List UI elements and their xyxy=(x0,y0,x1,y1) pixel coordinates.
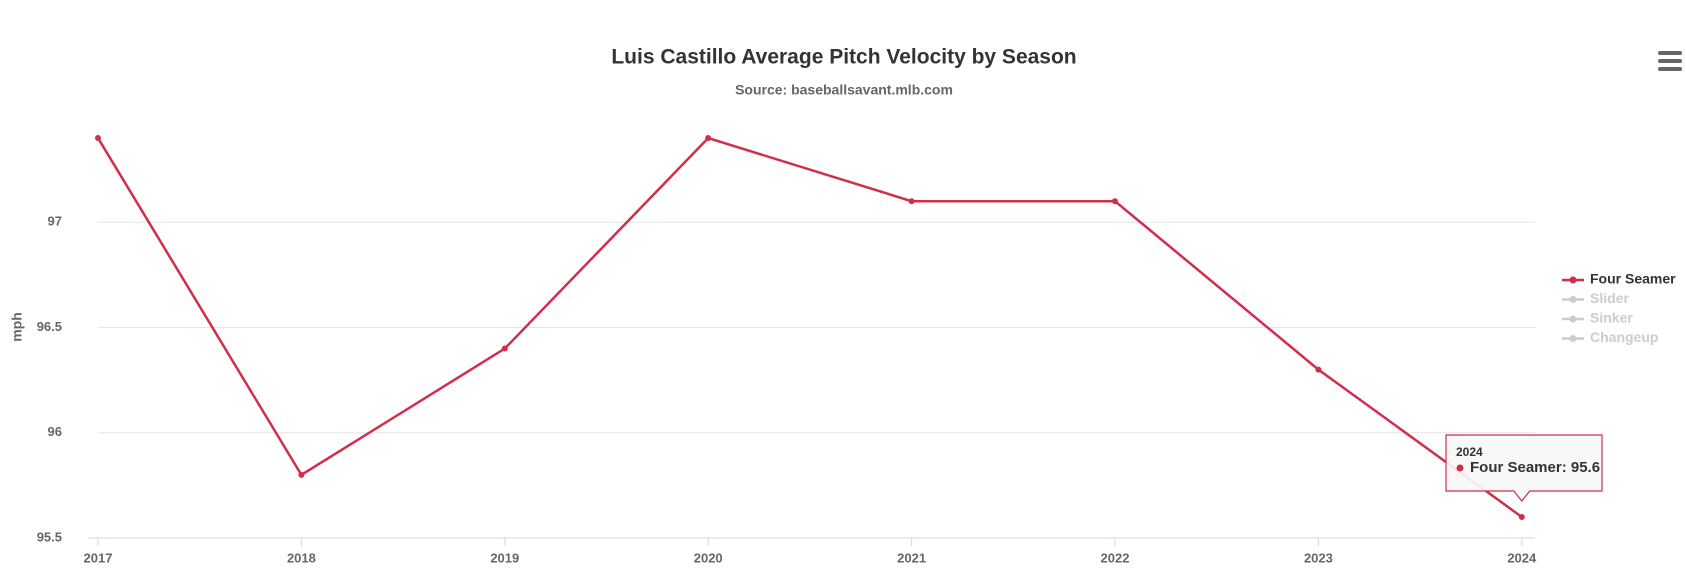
legend-marker xyxy=(1569,335,1577,342)
tooltip-text: Four Seamer: 95.6 xyxy=(1470,459,1600,476)
point xyxy=(908,198,915,205)
chart-subtitle: Source: baseballsavant.mlb.com xyxy=(735,82,953,98)
x-tick-label: 2024 xyxy=(1507,550,1537,565)
point xyxy=(705,135,712,142)
menu-button[interactable] xyxy=(1658,51,1682,71)
x-tick-label: 2022 xyxy=(1101,550,1130,565)
x-tick-label: 2021 xyxy=(897,550,926,565)
legend-label: Slider xyxy=(1590,290,1629,306)
x-tick-label: 2023 xyxy=(1304,550,1333,565)
tooltip-value: 95.6 xyxy=(1571,459,1600,476)
y-axis-label: mph xyxy=(9,312,25,342)
point xyxy=(1518,513,1525,520)
legend-marker xyxy=(1569,276,1577,284)
legend-item[interactable]: Slider xyxy=(1562,290,1629,306)
point xyxy=(1112,198,1118,205)
tooltip-box xyxy=(1445,434,1603,502)
tooltip-marker xyxy=(1456,464,1464,472)
legend-label: Changeup xyxy=(1590,329,1658,345)
chart-title: Luis Castillo Average Pitch Velocity by … xyxy=(611,46,1076,69)
point xyxy=(298,471,305,478)
x-tick-label: 2019 xyxy=(490,550,519,565)
y-tick-label: 97 xyxy=(48,214,62,229)
y-tick-label: 95.5 xyxy=(37,529,62,544)
legend-marker xyxy=(1569,315,1577,323)
tooltip-title: 2024 xyxy=(1456,445,1483,459)
legend-item[interactable]: Four Seamer xyxy=(1562,271,1676,287)
series-line xyxy=(96,136,1523,518)
legend-label: Sinker xyxy=(1590,310,1633,326)
point xyxy=(501,345,508,352)
x-tick-label: 2020 xyxy=(694,550,723,565)
tooltip-sep: : xyxy=(1562,459,1571,476)
legend-item[interactable]: Changeup xyxy=(1562,329,1658,345)
point xyxy=(95,135,101,142)
x-tick-label: 2017 xyxy=(84,550,113,565)
x-tick-label: 2018 xyxy=(287,550,316,565)
tooltip-series: Four Seamer xyxy=(1470,459,1562,476)
point xyxy=(1315,366,1322,373)
menu-bar xyxy=(1658,59,1682,63)
y-tick-label: 96 xyxy=(48,424,62,439)
menu-bar xyxy=(1658,51,1682,55)
legend-label: Four Seamer xyxy=(1590,271,1676,287)
legend-item[interactable]: Sinker xyxy=(1562,310,1633,326)
y-tick-label: 96.5 xyxy=(37,319,62,334)
menu-bar xyxy=(1658,67,1682,71)
legend-marker xyxy=(1569,296,1577,303)
